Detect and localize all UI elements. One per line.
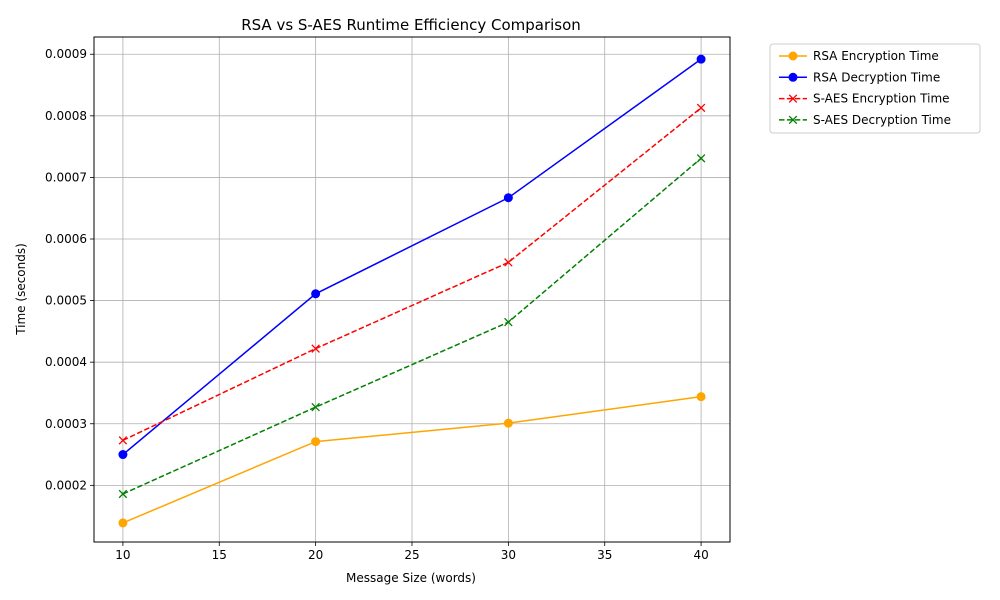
x-tick-label: 25 xyxy=(404,548,419,562)
legend-label: S-AES Decryption Time xyxy=(813,113,951,127)
data-point xyxy=(696,392,706,402)
legend-marker xyxy=(788,115,798,125)
data-point xyxy=(118,518,128,528)
series-4 xyxy=(118,154,706,499)
x-axis-label: Message Size (words) xyxy=(346,571,476,585)
chart-title: RSA vs S-AES Runtime Efficiency Comparis… xyxy=(241,16,581,34)
x-axis-ticks: 10 15 20 25 30 35 40 xyxy=(115,542,709,562)
legend-label: RSA Encryption Time xyxy=(813,49,939,63)
series-2 xyxy=(118,54,706,460)
x-tick-label: 15 xyxy=(212,548,227,562)
data-point xyxy=(311,289,321,299)
x-tick-label: 10 xyxy=(115,548,130,562)
series-layer xyxy=(118,54,706,528)
data-point xyxy=(311,437,321,447)
legend-entry: S-AES Decryption Time xyxy=(779,113,951,127)
data-point xyxy=(118,436,128,445)
y-axis-label: Time (seconds) xyxy=(14,243,28,336)
legend-entry: RSA Decryption Time xyxy=(779,70,940,84)
legend-marker xyxy=(788,72,798,82)
legend-items: RSA Encryption Time RSA Decryption Time S-… xyxy=(779,49,951,127)
legend-marker xyxy=(788,94,798,103)
data-point xyxy=(118,489,128,499)
grid-layer xyxy=(94,37,730,542)
data-point xyxy=(696,154,706,163)
y-tick-label: 0.0005 xyxy=(45,294,87,308)
y-tick-label: 0.0003 xyxy=(45,417,87,431)
y-tick-label: 0.0004 xyxy=(45,355,87,369)
data-point xyxy=(118,450,128,460)
y-tick-label: 0.0009 xyxy=(45,47,87,61)
data-point xyxy=(696,54,706,64)
legend-label: RSA Decryption Time xyxy=(813,70,940,84)
y-tick-label: 0.0002 xyxy=(45,478,87,492)
series-3 xyxy=(118,103,706,445)
data-point xyxy=(503,418,513,428)
data-point xyxy=(311,402,320,412)
data-point xyxy=(504,317,513,327)
y-tick-label: 0.0007 xyxy=(45,170,87,184)
y-axis-ticks: 0.0002 0.0003 0.0004 0.0005 0.0006 0.0007 0.00… xyxy=(45,47,94,492)
y-tick-label: 0.0006 xyxy=(45,232,87,246)
x-tick-label: 20 xyxy=(308,548,323,562)
legend-frame xyxy=(769,43,981,134)
series-line xyxy=(122,107,702,442)
series-line xyxy=(122,58,702,456)
legend-entry: S-AES Encryption Time xyxy=(779,92,950,106)
data-point xyxy=(311,344,320,353)
x-tick-label: 30 xyxy=(501,548,516,562)
legend-label: S-AES Encryption Time xyxy=(813,92,950,106)
y-tick-label: 0.0008 xyxy=(45,109,87,123)
data-point xyxy=(504,258,513,267)
series-line xyxy=(122,395,702,524)
series-1 xyxy=(118,392,706,528)
x-tick-label: 40 xyxy=(693,548,708,562)
legend-marker xyxy=(788,51,798,61)
series-line xyxy=(122,157,702,495)
data-point xyxy=(696,103,706,113)
x-tick-label: 35 xyxy=(597,548,612,562)
legend: RSA Encryption Time RSA Decryption Time S-… xyxy=(769,43,981,134)
legend-entry: RSA Encryption Time xyxy=(779,49,939,63)
data-point xyxy=(503,193,513,203)
